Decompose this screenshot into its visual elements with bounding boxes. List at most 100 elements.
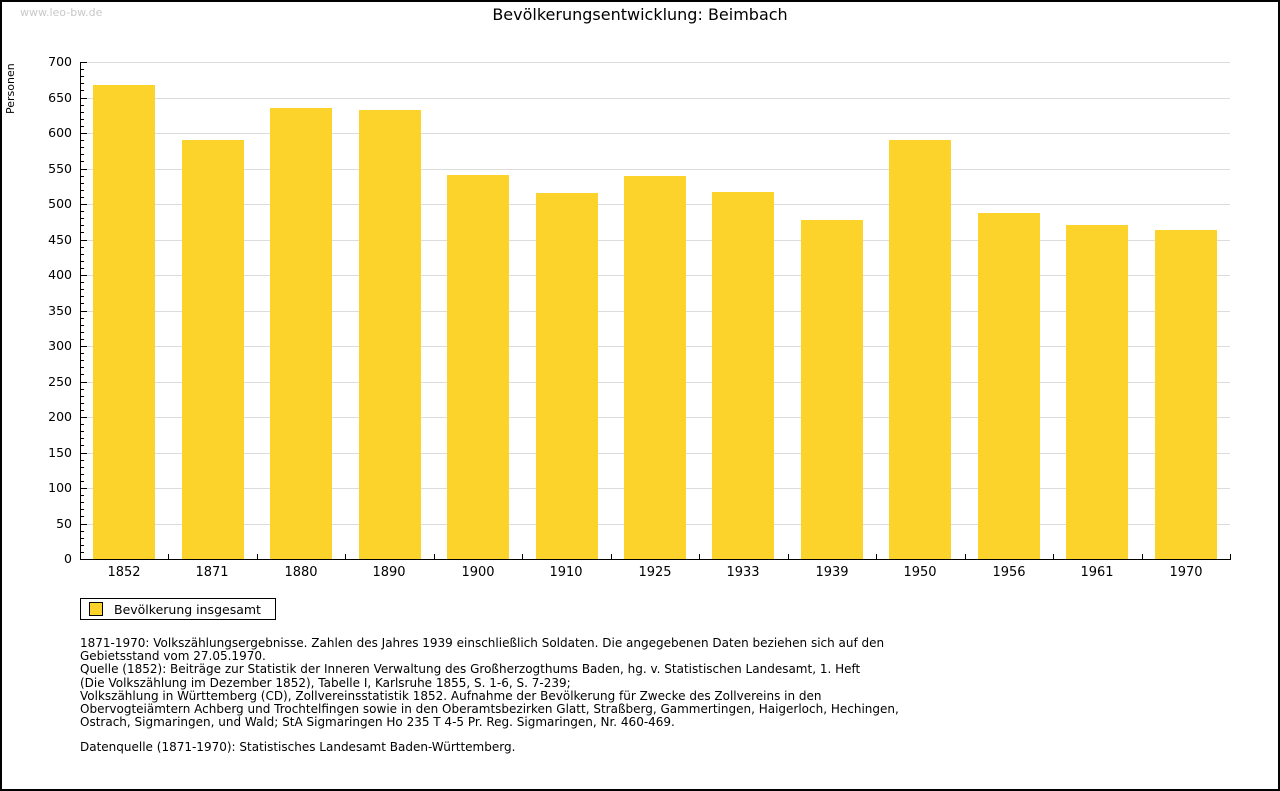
x-tick-label: 1956 — [992, 565, 1026, 580]
y-minor-tick — [81, 396, 84, 397]
legend-box: Bevölkerung insgesamt — [80, 598, 276, 620]
y-minor-tick — [81, 69, 84, 70]
y-minor-tick — [81, 232, 84, 233]
y-minor-tick — [81, 147, 84, 148]
y-minor-tick — [81, 318, 84, 319]
footnote-line: Ostrach, Sigmaringen, und Wald; StA Sigm… — [80, 715, 675, 730]
y-tick-label: 500 — [48, 196, 72, 211]
bar-1910 — [536, 193, 598, 559]
x-tick-label: 1871 — [195, 565, 229, 580]
y-major-tick — [81, 453, 87, 454]
y-tick-label: 150 — [48, 445, 72, 460]
y-tick-label: 400 — [48, 267, 72, 282]
x-tick-label: 1880 — [284, 565, 318, 580]
bar-1939 — [801, 220, 863, 559]
y-minor-tick — [81, 509, 84, 510]
bar-1970 — [1155, 230, 1217, 559]
gridline — [81, 98, 1230, 99]
y-minor-tick — [81, 339, 84, 340]
y-minor-tick — [81, 460, 84, 461]
y-minor-tick — [81, 481, 84, 482]
x-tick-label: 1961 — [1080, 565, 1114, 580]
y-tick-label: 600 — [48, 125, 72, 140]
y-minor-tick — [81, 467, 84, 468]
y-tick-label: 200 — [48, 409, 72, 424]
x-tick-label: 1900 — [461, 565, 495, 580]
y-minor-tick — [81, 218, 84, 219]
x-tick-label: 1910 — [549, 565, 583, 580]
bar-1852 — [93, 85, 155, 559]
y-major-tick — [81, 311, 87, 312]
x-axis-tick — [257, 554, 258, 559]
y-major-tick — [81, 559, 87, 560]
y-minor-tick — [81, 211, 84, 212]
footnote-block: 1871-1970: Volkszählungsergebnisse. Zahl… — [80, 636, 1230, 730]
y-minor-tick — [81, 552, 84, 553]
y-minor-tick — [81, 247, 84, 248]
y-minor-tick — [81, 197, 84, 198]
footnote-line: 1871-1970: Volkszählungsergebnisse. Zahl… — [80, 636, 885, 650]
y-minor-tick — [81, 367, 84, 368]
watermark-text: www.leo-bw.de — [20, 6, 103, 19]
y-major-tick — [81, 346, 87, 347]
y-major-tick — [81, 169, 87, 170]
bar-1956 — [978, 213, 1040, 559]
x-axis-tick — [611, 554, 612, 559]
y-minor-tick — [81, 516, 84, 517]
y-minor-tick — [81, 545, 84, 546]
y-minor-tick — [81, 332, 84, 333]
y-major-tick — [81, 382, 87, 383]
x-axis-tick — [1053, 554, 1054, 559]
bar-1890 — [359, 110, 421, 559]
y-tick-label: 100 — [48, 480, 72, 495]
x-axis-line — [80, 559, 1231, 560]
x-axis-tick — [345, 554, 346, 559]
chart-title: Bevölkerungsentwicklung: Beimbach — [492, 5, 788, 24]
bar-1933 — [712, 192, 774, 559]
y-minor-tick — [81, 90, 84, 91]
y-tick-label: 700 — [48, 54, 72, 69]
legend-swatch-icon — [89, 602, 103, 616]
y-major-tick — [81, 524, 87, 525]
footnote-line: Gebietsstand vom 27.05.1970. — [80, 649, 266, 664]
x-tick-label: 1890 — [372, 565, 406, 580]
y-major-tick — [81, 62, 87, 63]
bar-1871 — [182, 140, 244, 559]
y-minor-tick — [81, 261, 84, 262]
x-axis-tick — [699, 554, 700, 559]
y-minor-tick — [81, 374, 84, 375]
y-major-tick — [81, 417, 87, 418]
y-tick-label: 350 — [48, 303, 72, 318]
y-minor-tick — [81, 325, 84, 326]
x-tick-label: 1925 — [638, 565, 672, 580]
y-major-tick — [81, 275, 87, 276]
y-tick-label: 450 — [48, 232, 72, 247]
x-tick-label: 1939 — [815, 565, 849, 580]
y-minor-tick — [81, 438, 84, 439]
y-minor-tick — [81, 254, 84, 255]
y-minor-tick — [81, 445, 84, 446]
x-axis-tick — [434, 554, 435, 559]
y-minor-tick — [81, 225, 84, 226]
y-tick-label: 50 — [56, 516, 72, 531]
y-minor-tick — [81, 424, 84, 425]
y-tick-label: 300 — [48, 338, 72, 353]
y-minor-tick — [81, 303, 84, 304]
x-tick-label: 1933 — [726, 565, 760, 580]
footnote-line: Obervogteiämtern Achberg und Trochtelfin… — [80, 702, 899, 717]
y-tick-label: 250 — [48, 374, 72, 389]
bar-1950 — [889, 140, 951, 559]
y-tick-label: 650 — [48, 90, 72, 105]
y-tick-label: 550 — [48, 161, 72, 176]
y-minor-tick — [81, 403, 84, 404]
footnote-line: Volkszählung in Württemberg (CD), Zollve… — [80, 688, 822, 703]
bar-1880 — [270, 108, 332, 559]
x-tick-label: 1970 — [1169, 565, 1203, 580]
y-minor-tick — [81, 161, 84, 162]
y-minor-tick — [81, 112, 84, 113]
x-tick-label: 1852 — [107, 565, 141, 580]
y-minor-tick — [81, 531, 84, 532]
y-minor-tick — [81, 360, 84, 361]
gridline — [81, 169, 1230, 170]
